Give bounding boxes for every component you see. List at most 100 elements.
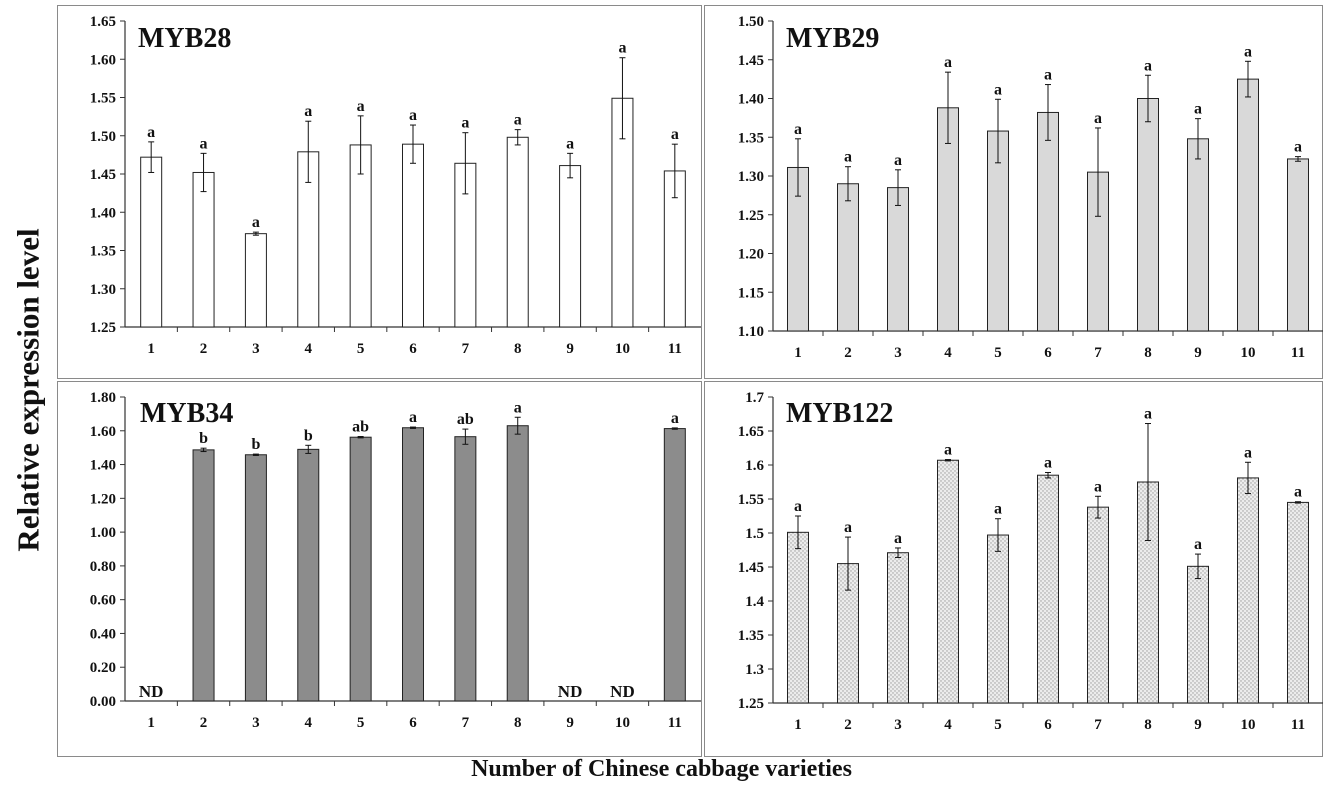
myb34-bar [506,425,529,702]
myb34-x-tick-label: 9 [566,715,574,731]
myb122-x-tick-label: 7 [1094,717,1102,733]
myb28-y-tick-label: 1.50 [90,129,116,145]
myb28-y-tick-label: 1.40 [90,205,116,221]
myb29-bar [1137,98,1159,332]
myb29-y-tick-label: 1.25 [738,208,764,224]
myb122-x-tick-label: 3 [894,717,902,733]
myb34-y-tick-label: 0.60 [90,593,116,609]
myb28-x-tick-label: 3 [252,341,260,357]
myb34-nd-label: ND [610,682,635,701]
myb122-significance-letter: a [844,519,852,536]
myb34-x-tick-label: 4 [305,715,313,731]
myb29-bar [837,183,859,332]
myb34-significance-letter: b [199,430,208,447]
myb34-significance-letter: ab [457,411,474,428]
myb34-significance-letter: a [671,410,679,427]
myb28-bar [192,171,215,328]
myb122-bar [1187,565,1209,704]
myb122-bar [987,534,1009,704]
myb29-x-tick-label: 1 [794,345,802,361]
myb28-significance-letter: a [618,40,626,57]
myb29-x-tick-label: 10 [1241,345,1256,361]
myb28-x-tick-label: 9 [566,341,574,357]
myb34-x-tick-label: 11 [668,715,682,731]
myb34-y-tick-label: 1.80 [90,390,116,406]
myb122-significance-letter: a [1094,478,1102,495]
myb29-significance-letter: a [1144,57,1152,74]
myb29-significance-letter: a [794,121,802,138]
myb122-bar [937,459,959,704]
myb28-y-tick-label: 1.55 [90,91,116,107]
myb122-x-tick-label: 10 [1241,717,1256,733]
myb29-significance-letter: a [1294,139,1302,156]
myb28-y-tick-label: 1.60 [90,52,116,68]
myb28-y-tick-label: 1.30 [90,282,116,298]
myb28-x-tick-label: 11 [668,341,682,357]
myb122-bar [1037,474,1059,704]
myb34-bar [244,454,267,702]
myb122-x-tick-label: 8 [1144,717,1152,733]
myb29-x-tick-label: 6 [1044,345,1052,361]
myb122-significance-letter: a [944,442,952,459]
myb28-significance-letter: a [252,214,260,231]
myb122-bar [887,552,909,704]
myb122-y-tick-label: 1.55 [738,492,764,508]
myb34-y-tick-label: 0.20 [90,660,116,676]
myb34-bar [349,436,372,702]
myb34-x-tick-label: 2 [200,715,208,731]
myb28-panel-title: MYB28 [138,23,231,54]
myb29-significance-letter: a [994,81,1002,98]
myb34-x-tick-label: 10 [615,715,630,731]
myb29-significance-letter: a [894,152,902,169]
myb29-x-tick-label: 8 [1144,345,1152,361]
myb122-y-tick-label: 1.45 [738,560,764,576]
myb122-x-tick-label: 6 [1044,717,1052,733]
myb28-x-tick-label: 8 [514,341,522,357]
myb122-x-tick-label: 4 [944,717,952,733]
myb28-bar [559,165,582,328]
myb28-x-tick-label: 5 [357,341,365,357]
myb122-x-tick-label: 1 [794,717,802,733]
myb122-y-tick-label: 1.65 [738,424,764,440]
myb122-y-tick-label: 1.7 [745,390,764,406]
myb29-significance-letter: a [1044,67,1052,84]
myb122-panel-title: MYB122 [786,398,893,429]
myb28-bar [244,233,267,328]
myb34-x-tick-label: 8 [514,715,522,731]
myb28-significance-letter: a [304,103,312,120]
myb29-significance-letter: a [1194,101,1202,118]
myb122-y-tick-label: 1.25 [738,696,764,712]
myb29-y-tick-label: 1.50 [738,14,764,30]
myb122-bar [1287,501,1309,704]
myb122-significance-letter: a [1244,444,1252,461]
myb34-y-tick-label: 1.20 [90,491,116,507]
myb29-y-tick-label: 1.20 [738,247,764,263]
myb29-y-tick-label: 1.10 [738,324,764,340]
myb28-bar [506,136,529,328]
myb29-x-tick-label: 7 [1094,345,1102,361]
myb28-bar [402,143,424,328]
myb29-bar [1037,111,1059,332]
myb29-significance-letter: a [1244,43,1252,60]
myb34-y-tick-label: 0.40 [90,626,116,642]
x-axis-label: Number of Chinese cabbage varieties [471,756,852,782]
myb28-x-tick-label: 4 [305,341,313,357]
myb122-x-tick-label: 11 [1291,717,1305,733]
myb28-significance-letter: a [566,135,574,152]
myb122-significance-letter: a [894,530,902,547]
myb28-y-tick-label: 1.65 [90,14,116,30]
myb122-y-tick-label: 1.35 [738,628,764,644]
myb34-panel-title: MYB34 [140,398,233,429]
myb28-significance-letter: a [671,126,679,143]
myb34-nd-label: ND [139,682,164,701]
myb28-significance-letter: a [147,124,155,141]
myb122-x-tick-label: 2 [844,717,852,733]
myb29-significance-letter: a [944,54,952,71]
myb34-bar [297,448,320,702]
myb34-y-tick-label: 1.60 [90,424,116,440]
myb29-x-tick-label: 3 [894,345,902,361]
myb28-x-tick-label: 7 [462,341,470,357]
myb122-y-tick-label: 1.3 [745,662,764,678]
myb122-y-tick-label: 1.6 [745,458,764,474]
